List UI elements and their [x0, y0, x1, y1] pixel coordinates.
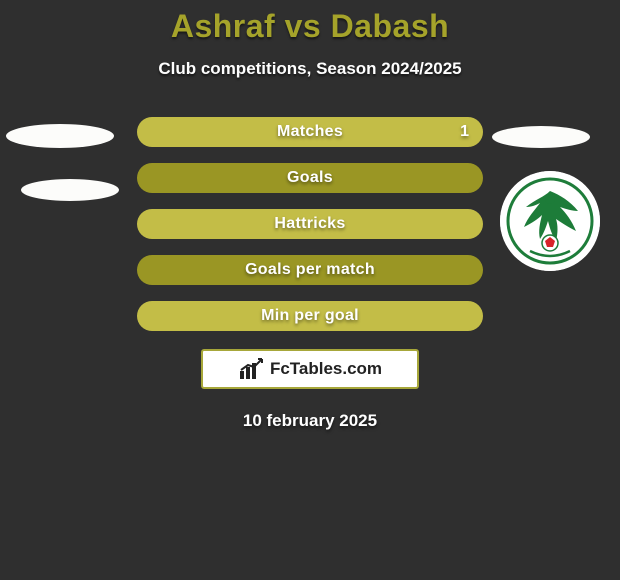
brand-label: FcTables.com: [270, 359, 382, 379]
player-right-placeholder: [492, 126, 590, 148]
stat-row-hattricks: Hattricks: [137, 209, 483, 239]
player-left-placeholder-2: [21, 179, 119, 201]
snapshot-date: 10 february 2025: [0, 411, 620, 431]
stat-label: Goals per match: [245, 261, 375, 279]
stat-row-goals: Goals: [137, 163, 483, 193]
eagle-crest-icon: [506, 177, 594, 265]
stat-label: Goals: [287, 169, 333, 187]
club-logo-inner: [506, 177, 594, 265]
stat-row-min-per-goal: Min per goal: [137, 301, 483, 331]
stat-label: Min per goal: [261, 307, 359, 325]
stat-label: Hattricks: [274, 215, 345, 233]
stat-row-goals-per-match: Goals per match: [137, 255, 483, 285]
player-left-placeholder-1: [6, 124, 114, 148]
page-title: Ashraf vs Dabash: [0, 8, 620, 45]
competition-subtitle: Club competitions, Season 2024/2025: [0, 59, 620, 79]
stat-label: Matches: [277, 123, 343, 141]
club-logo: [500, 171, 600, 271]
stat-right-value: 1: [460, 123, 469, 141]
comparison-widget: Ashraf vs Dabash Club competitions, Seas…: [0, 0, 620, 580]
fctables-link[interactable]: FcTables.com: [201, 349, 419, 389]
stat-row-matches: Matches 1: [137, 117, 483, 147]
bar-chart-arrow-icon: [238, 357, 266, 381]
